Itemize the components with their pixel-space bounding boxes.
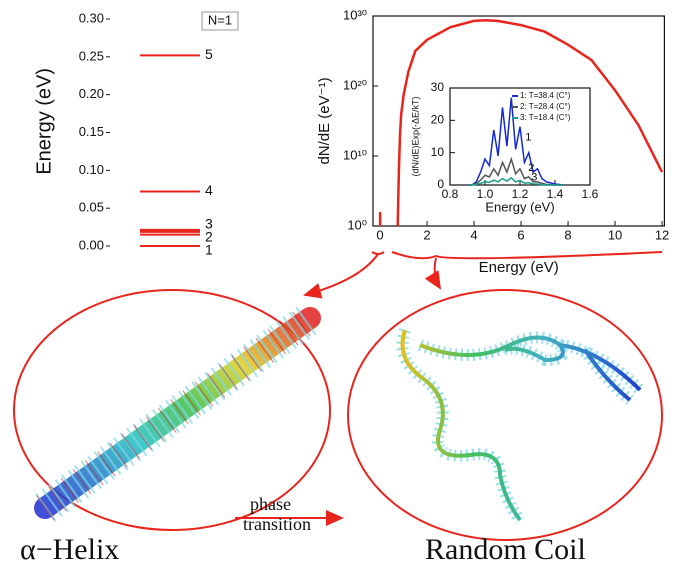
y-tick-label: 0.15 bbox=[79, 124, 104, 139]
helix-molecule bbox=[34, 304, 321, 522]
series-line bbox=[467, 156, 564, 186]
y-tick-label: 10²⁰ bbox=[343, 77, 367, 92]
annotation: N=1 bbox=[208, 12, 232, 27]
y-tick-label: 10 bbox=[431, 145, 445, 159]
y-tick-label: 0.05 bbox=[79, 200, 104, 215]
x-tick-label: 2 bbox=[423, 227, 430, 242]
level-label: 5 bbox=[205, 46, 213, 62]
annotation-box bbox=[201, 11, 239, 31]
level-label: 3 bbox=[205, 216, 213, 232]
y-tick-label: 10⁰ bbox=[347, 217, 367, 232]
x-axis-label: Energy (eV) bbox=[485, 199, 554, 214]
phase-label: phase bbox=[250, 494, 291, 514]
y-tick-label: 10³⁰ bbox=[343, 7, 367, 22]
y-tick-label: 30 bbox=[431, 80, 445, 94]
y-tick-label: 0.30 bbox=[79, 10, 104, 25]
y-tick-label: 0 bbox=[437, 177, 444, 191]
curve-label: 2 bbox=[528, 162, 534, 174]
x-tick-label: 1.0 bbox=[477, 187, 494, 201]
y-tick-label: 10¹⁰ bbox=[343, 147, 367, 162]
x-tick-label: 0 bbox=[376, 227, 383, 242]
x-tick-label: 1.6 bbox=[582, 187, 599, 201]
x-tick-label: 4 bbox=[470, 227, 477, 242]
y-tick-label: 0.00 bbox=[79, 237, 104, 252]
level-label: 1 bbox=[205, 242, 213, 258]
y-tick-label: 20 bbox=[431, 113, 445, 127]
y-tick-label: 0.10 bbox=[79, 162, 104, 177]
transition-label: transition bbox=[243, 514, 311, 534]
x-tick-label: 8 bbox=[564, 227, 571, 242]
y-tick-label: 0.20 bbox=[79, 86, 104, 101]
x-tick-label: 1.2 bbox=[512, 187, 529, 201]
level-label: 2 bbox=[205, 228, 213, 244]
series-line bbox=[467, 97, 564, 186]
series-line bbox=[467, 176, 564, 186]
helix-frame bbox=[13, 289, 331, 531]
x-tick-label: 6 bbox=[517, 227, 524, 242]
connectors bbox=[235, 251, 663, 526]
legend-entry: 1: T=38.4 (C°) bbox=[520, 91, 571, 100]
x-tick-label: 10 bbox=[608, 227, 622, 242]
y-axis-label: dN/dE (eV⁻¹) bbox=[316, 77, 333, 164]
curve-label: 3 bbox=[531, 171, 537, 183]
y-tick-label: 0.25 bbox=[79, 48, 104, 63]
y-axis-label: Energy (eV) bbox=[33, 68, 55, 175]
x-axis-label: Energy (eV) bbox=[479, 259, 559, 276]
level-label: 4 bbox=[205, 182, 213, 198]
coil-label: Random Coil bbox=[425, 533, 586, 566]
coil-molecule bbox=[396, 328, 645, 524]
helix-label: α−Helix bbox=[20, 533, 119, 566]
legend-entry: 3: T=18.4 (C°) bbox=[520, 113, 571, 122]
legend-entry: 2: T=28.4 (C°) bbox=[520, 102, 571, 111]
y-axis-label: (dN/dE)Exp(-ΔE/kT) bbox=[410, 96, 420, 176]
curve-label: 1 bbox=[525, 131, 531, 143]
coil-frame bbox=[347, 289, 663, 541]
x-tick-label: 12 bbox=[655, 227, 669, 242]
series-line bbox=[396, 18, 664, 227]
x-tick-label: 1.4 bbox=[547, 187, 564, 201]
x-tick-label: 0.8 bbox=[442, 187, 459, 201]
